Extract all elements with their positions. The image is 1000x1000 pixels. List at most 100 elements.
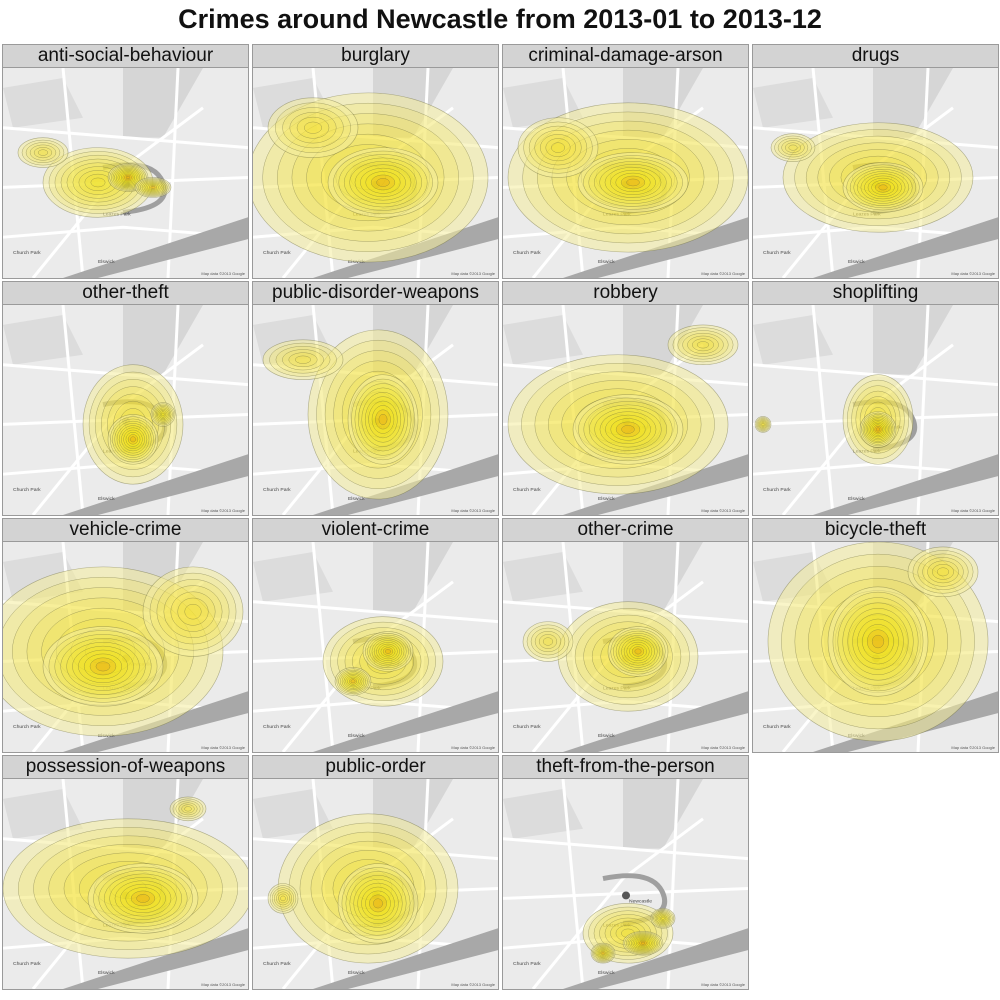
density-contour <box>136 894 150 903</box>
density-map: NewcastleLeazes ParkChurch ParkElswickMa… <box>503 68 748 278</box>
density-contour <box>867 177 899 198</box>
map-panel: public-orderNewcastleLeazes ParkChurch P… <box>252 755 499 990</box>
density-contour <box>626 178 640 187</box>
panel-strip-label: anti-social-behaviour <box>3 45 248 68</box>
density-contour <box>343 157 423 208</box>
density-contour <box>95 661 111 672</box>
map-panel: shopliftingNewcastleLeazes ParkChurch Pa… <box>752 281 999 516</box>
density-contour <box>127 434 139 445</box>
density-contour <box>860 173 906 202</box>
density-contour <box>345 871 411 936</box>
map-canvas: NewcastleLeazes ParkChurch ParkElswickMa… <box>3 779 248 989</box>
density-contour <box>184 806 192 812</box>
density-contour <box>871 422 885 436</box>
density-contour <box>333 150 433 215</box>
density-region <box>667 324 739 366</box>
density-map: NewcastleLeazes ParkChurch ParkElswickMa… <box>3 542 248 752</box>
river <box>813 691 998 752</box>
park-area <box>503 314 583 365</box>
page-title: Crimes around Newcastle from 2013-01 to … <box>178 4 822 34</box>
density-contour <box>152 403 174 426</box>
map-panel: vehicle-crimeNewcastleLeazes ParkChurch … <box>2 518 249 753</box>
map-canvas: NewcastleLeazes ParkChurch ParkElswickMa… <box>503 68 748 278</box>
park-area <box>873 305 953 375</box>
density-map: NewcastleLeazes ParkChurch ParkElswickMa… <box>503 542 748 752</box>
map-canvas: NewcastleLeazes ParkChurch ParkElswickMa… <box>3 68 248 278</box>
map-panel: anti-social-behaviourNewcastleLeazes Par… <box>2 44 249 279</box>
park-area <box>503 551 583 602</box>
map-panel: possession-of-weaponsNewcastleLeazes Par… <box>2 755 249 990</box>
road <box>3 126 248 150</box>
density-contour <box>112 418 154 461</box>
density-region <box>169 796 207 822</box>
map-attribution: Map data ©2013 Google <box>951 745 995 750</box>
density-contour <box>123 429 143 449</box>
panel-strip-label: public-disorder-weapons <box>253 282 498 305</box>
place-label: Elswick <box>348 733 365 739</box>
density-contour <box>54 634 152 699</box>
density-contour <box>361 391 405 447</box>
density-region <box>770 133 816 162</box>
density-contour <box>866 629 890 654</box>
density-map: NewcastleLeazes ParkChurch ParkElswickMa… <box>753 68 998 278</box>
park-area <box>3 788 83 839</box>
map-panel: public-disorder-weaponsNewcastleLeazes P… <box>252 281 499 516</box>
road <box>503 837 748 861</box>
place-label: Elswick <box>598 496 615 502</box>
map-attribution: Map data ©2013 Google <box>201 271 245 276</box>
density-contour <box>120 172 136 183</box>
density-contour <box>864 415 892 444</box>
density-contour <box>341 867 415 940</box>
density-contour <box>376 178 390 187</box>
density-contour <box>862 624 894 659</box>
map-canvas: NewcastleLeazes ParkChurch ParkElswickMa… <box>3 542 248 752</box>
density-contour <box>542 637 554 646</box>
place-label: Church Park <box>13 487 41 493</box>
density-contour <box>385 649 391 654</box>
density-map: NewcastleLeazes ParkChurch ParkElswickMa… <box>253 68 498 278</box>
density-contour <box>48 630 158 703</box>
density-region <box>107 414 159 465</box>
density-contour <box>837 597 919 686</box>
density-contour <box>369 894 387 913</box>
density-contour <box>157 408 169 421</box>
map-attribution: Map data ©2013 Google <box>201 982 245 987</box>
park-area <box>123 305 203 375</box>
density-contour <box>289 112 337 144</box>
density-contour <box>378 643 398 660</box>
density-contour <box>348 678 358 685</box>
map-attribution: Map data ©2013 Google <box>201 745 245 750</box>
density-contour <box>353 878 403 928</box>
density-contour <box>150 186 156 189</box>
density-contour <box>852 613 904 670</box>
density-map: NewcastleLeazes ParkChurch ParkElswickMa… <box>253 542 498 752</box>
density-contour <box>774 135 812 160</box>
density-contour <box>578 397 678 462</box>
density-contour <box>757 419 769 430</box>
panel-strip-label: theft-from-the-person <box>503 756 748 779</box>
density-contour <box>136 178 170 197</box>
density-contour <box>932 564 954 580</box>
density-contour <box>93 866 193 931</box>
map-attribution: Map data ©2013 Google <box>451 982 495 987</box>
density-contour <box>634 648 642 655</box>
map-attribution: Map data ©2013 Google <box>701 271 745 276</box>
map-canvas: NewcastleLeazes ParkChurch ParkElswickMa… <box>503 542 748 752</box>
density-contour <box>282 107 344 149</box>
place-label: Church Park <box>13 961 41 967</box>
place-label: Church Park <box>13 250 41 256</box>
density-contour <box>583 401 673 458</box>
map-canvas: NewcastleLeazes ParkChurch ParkElswickMa… <box>503 305 748 515</box>
density-contour <box>370 174 396 191</box>
density-contour <box>66 641 140 691</box>
density-contour <box>594 407 662 451</box>
density-map: NewcastleLeazes ParkChurch ParkElswickMa… <box>253 779 498 989</box>
map-panel: robberyNewcastleLeazes ParkChurch ParkEl… <box>502 281 749 516</box>
density-contour <box>37 149 49 156</box>
place-label: Elswick <box>98 496 115 502</box>
density-contour <box>365 171 401 194</box>
density-contour <box>599 164 667 201</box>
density-contour <box>857 618 899 665</box>
road <box>531 817 704 989</box>
panel-strip-label: robbery <box>503 282 748 305</box>
